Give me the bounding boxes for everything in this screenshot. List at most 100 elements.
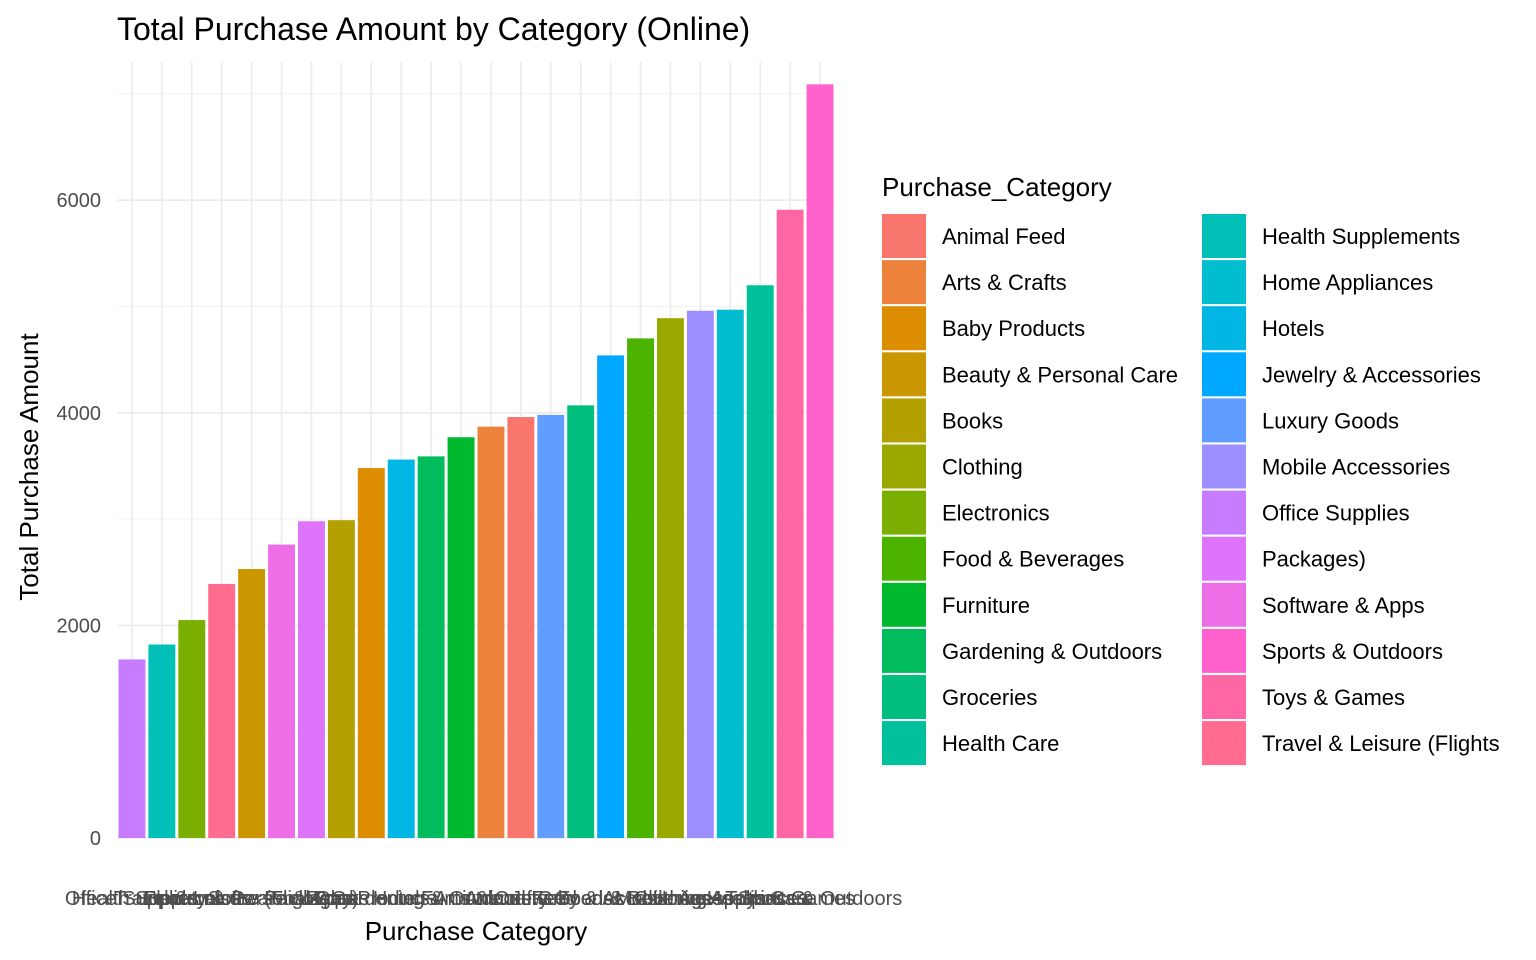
legend-key [1202, 582, 1246, 627]
legend-label: Health Supplements [1262, 224, 1460, 249]
legend-label: Food & Beverages [942, 547, 1124, 572]
legend-label: Software & Apps [1262, 593, 1425, 618]
bar-electronics [178, 620, 206, 838]
legend-key [882, 721, 926, 766]
legend-key [882, 352, 926, 397]
bar-luxury-goods [537, 414, 565, 838]
x-tick-label: Travel & Leisure (Flights [114, 888, 330, 910]
legend-label: Animal Feed [942, 224, 1066, 249]
x-tick-label: Beauty & Personal Care [144, 888, 359, 910]
bar-furniture [447, 437, 475, 838]
legend-key [1202, 444, 1246, 489]
bar-mobile-accessories [686, 310, 714, 838]
legend-label: Clothing [942, 455, 1023, 480]
legend-label: Beauty & Personal Care [942, 362, 1178, 387]
legend-label: Jewelry & Accessories [1262, 362, 1481, 387]
legend-label: Gardening & Outdoors [942, 639, 1162, 664]
bar-jewelry-accessories [597, 355, 625, 838]
x-tick-label: Software & Apps [208, 888, 356, 910]
legend-key [1202, 628, 1246, 673]
bar-books [327, 520, 355, 838]
bar-groceries [567, 405, 595, 838]
y-tick-label: 2000 [57, 615, 102, 637]
legend: Purchase_Category Animal Feed Arts & Craf… [882, 172, 1500, 766]
legend-key [882, 260, 926, 305]
legend-key [882, 214, 926, 258]
legend-label: Hotels [1262, 316, 1324, 341]
x-tick-label: Food & Beverages [558, 888, 724, 910]
legend-key [882, 444, 926, 489]
legend-key [1202, 490, 1246, 535]
y-axis-ticks: 0 2000 4000 6000 [57, 190, 102, 850]
bar-food-beverages [627, 338, 655, 838]
legend-key [1202, 675, 1246, 719]
x-tick-label: Hotels [373, 888, 430, 910]
legend-title: Purchase_Category [882, 172, 1112, 202]
legend-label: Furniture [942, 593, 1030, 618]
legend-key [1202, 214, 1246, 258]
x-tick-label: Office Supplies [65, 888, 199, 910]
x-tick-label: Furniture [421, 888, 501, 910]
bar-health-supplements [148, 644, 176, 838]
x-tick-label: Health Supplements [72, 888, 252, 910]
y-axis-title: Total Purchase Amount [14, 333, 44, 601]
bar-gardening-outdoors [417, 456, 445, 838]
bar-office-supplies [118, 659, 146, 838]
x-tick-label: Gardening & Outdoors [331, 888, 531, 910]
x-tick-label: Books [314, 888, 370, 910]
bar-travel-leisure-flights [208, 583, 236, 838]
x-tick-label: Home Appliances [652, 888, 808, 910]
x-tick-label: Electronics [143, 888, 241, 910]
x-tick-label: Clothing [634, 888, 707, 910]
legend-label: Arts & Crafts [942, 270, 1067, 295]
legend-label: Baby Products [942, 316, 1085, 341]
chart-title: Total Purchase Amount by Category (Onlin… [117, 11, 750, 47]
bar-baby-products [357, 468, 385, 838]
legend-label: Office Supplies [1262, 501, 1410, 526]
bar-beauty-personal-care [238, 569, 266, 838]
x-tick-label: Sports & Outdoors [738, 888, 903, 910]
legend-key [882, 536, 926, 581]
legend-key [882, 306, 926, 351]
x-tick-label: Groceries [537, 888, 624, 910]
x-tick-label: Luxury Goods [489, 888, 614, 910]
legend-key [882, 582, 926, 627]
x-tick-label: Baby Products [306, 888, 436, 910]
bar-sports-outdoors [806, 84, 834, 838]
bar-home-appliances [716, 309, 744, 838]
y-tick-label: 4000 [57, 403, 102, 425]
x-tick-label: Animal Feed [465, 888, 577, 910]
legend-label: Packages) [1262, 547, 1366, 572]
legend-label: Toys & Games [1262, 685, 1405, 710]
legend-key [1202, 306, 1246, 351]
legend-label: Electronics [942, 501, 1050, 526]
bar-health-care [746, 285, 774, 838]
x-tick-label: Jewelry & Accessories [511, 888, 710, 910]
x-tick-label: Packages) [264, 888, 359, 910]
bar-hotels [387, 459, 415, 838]
legend-key [1202, 721, 1246, 766]
x-tick-label: Arts & Crafts [434, 888, 547, 910]
legend-key [882, 628, 926, 673]
bar-animal-feed [507, 417, 535, 838]
legend-label: Mobile Accessories [1262, 455, 1450, 480]
legend-label: Health Care [942, 731, 1059, 756]
legend-key [882, 675, 926, 719]
bar-arts-crafts [477, 426, 505, 838]
bar-packages [297, 521, 325, 838]
y-tick-label: 6000 [57, 190, 102, 212]
legend-key [1202, 352, 1246, 397]
bar-software-apps [268, 544, 296, 838]
x-tick-label: Health Care [707, 888, 814, 910]
legend-key [1202, 398, 1246, 443]
y-tick-label: 0 [90, 828, 101, 850]
bars [118, 84, 834, 839]
legend-key [882, 490, 926, 535]
legend-label: Sports & Outdoors [1262, 639, 1443, 664]
legend-key [882, 398, 926, 443]
legend-label: Travel & Leisure (Flights [1262, 731, 1500, 756]
legend-label: Books [942, 408, 1003, 433]
legend-label: Home Appliances [1262, 270, 1433, 295]
